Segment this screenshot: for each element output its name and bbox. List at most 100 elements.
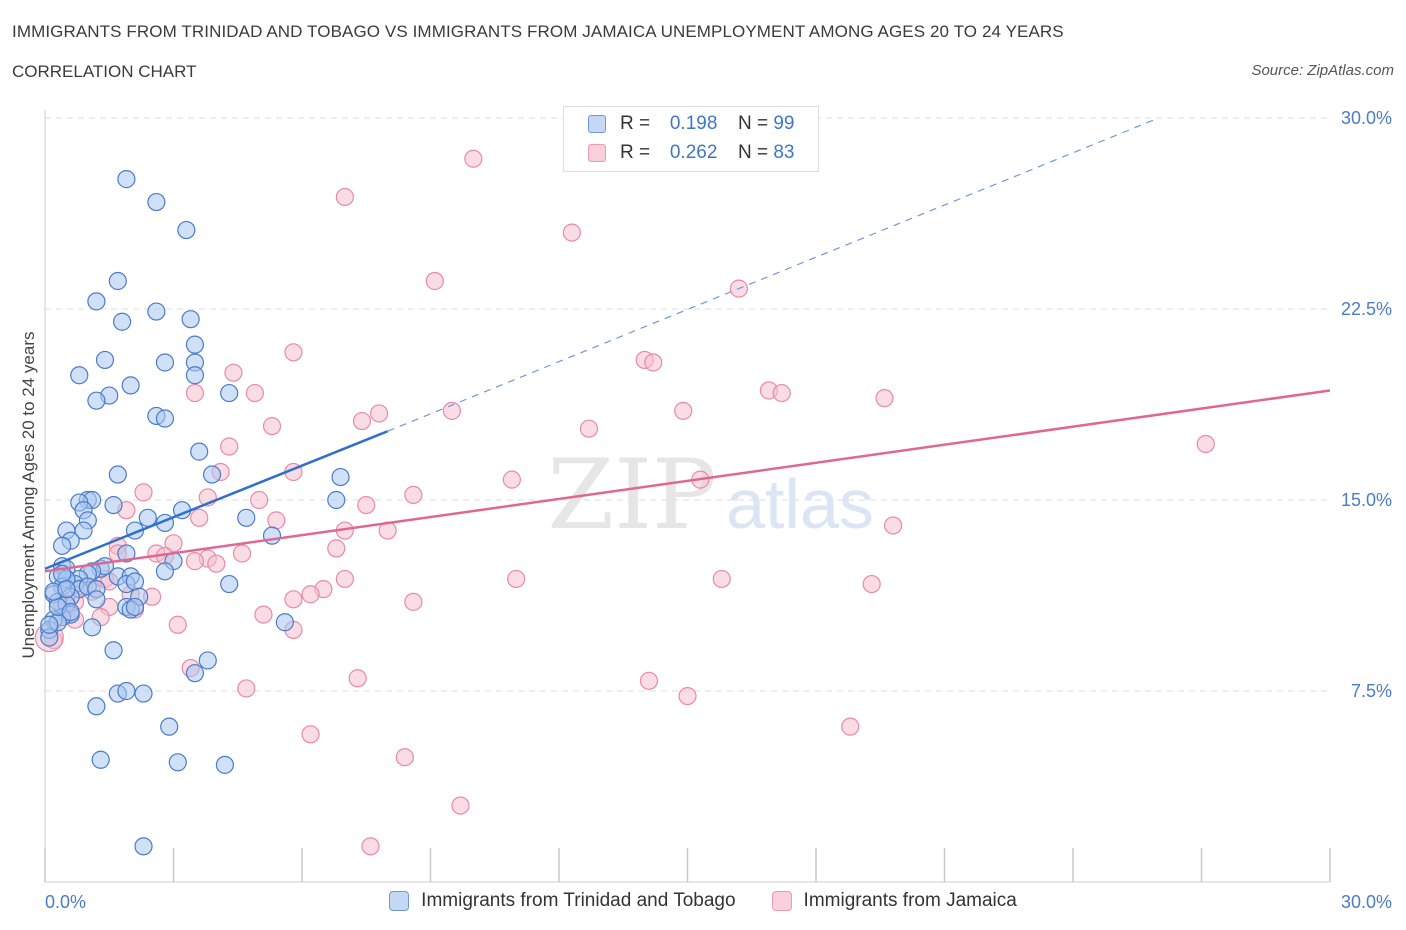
chart-title: IMMIGRANTS FROM TRINIDAD AND TOBAGO VS I… [12, 22, 1064, 41]
data-point-trinidad [155, 353, 175, 372]
data-point-jamaica [232, 544, 252, 563]
legend-n-label: N = [737, 142, 769, 163]
data-point-trinidad [155, 562, 175, 581]
data-point-jamaica [327, 539, 346, 558]
data-point-trinidad [185, 366, 205, 385]
data-point-jamaica [404, 485, 423, 505]
data-point-trinidad [70, 366, 89, 385]
data-point-jamaica [442, 401, 462, 420]
data-point-jamaica [507, 569, 526, 589]
legend-swatch-jamaica [588, 144, 606, 162]
data-point-trinidad [160, 717, 179, 736]
data-point-trinidad [53, 536, 72, 555]
data-point-jamaica [772, 383, 791, 403]
legend-n-label: N = [737, 113, 769, 134]
data-point-jamaica [678, 686, 697, 706]
y-tick-label: 30.0% [1341, 108, 1392, 128]
data-point-trinidad [190, 442, 209, 461]
data-point-jamaica [207, 554, 226, 573]
y-tick-labels: 7.5% 15.0% 22.5% 30.0% [1341, 108, 1392, 701]
data-point-jamaica [644, 353, 663, 372]
data-point-jamaica [284, 590, 303, 609]
data-point-jamaica [220, 437, 239, 456]
data-point-jamaica [841, 717, 860, 736]
data-point-trinidad [327, 490, 346, 510]
legend-r-value: 0.198 [669, 113, 718, 134]
legend-swatch-trinidad [389, 891, 410, 911]
data-point-jamaica [357, 495, 376, 515]
data-point-trinidad [91, 750, 110, 769]
data-point-trinidad [57, 580, 76, 599]
data-point-jamaica [875, 389, 894, 408]
source-label: Source: ZipAtlas.com [1251, 62, 1394, 79]
data-point-jamaica [185, 383, 205, 403]
data-point-jamaica [335, 187, 354, 207]
axes [44, 110, 1331, 883]
legend-swatch-trinidad [588, 115, 606, 133]
data-point-jamaica [404, 592, 423, 611]
data-point-trinidad [104, 495, 123, 515]
data-point-jamaica [335, 569, 354, 589]
data-point-trinidad [117, 681, 136, 701]
legend-row-jamaica: R = 0.262 N = 83 [588, 142, 794, 164]
x-tick-label: 0.0% [45, 892, 86, 912]
data-point-jamaica [883, 516, 903, 535]
data-point-jamaica [250, 490, 269, 510]
legend-row-trinidad: R = 0.198 N = 99 [588, 113, 794, 135]
data-point-trinidad [87, 391, 106, 410]
correlation-legend: R = 0.198 N = 99 R = 0.262 N = 83 [563, 106, 819, 172]
legend-n-value: 99 [773, 113, 795, 134]
x-tick-label: 30.0% [1341, 892, 1392, 912]
data-point-trinidad [262, 526, 282, 545]
data-point-jamaica [562, 223, 581, 242]
data-point-jamaica [464, 149, 483, 168]
data-point-trinidad [83, 618, 102, 637]
data-point-trinidad [95, 350, 115, 370]
data-point-trinidad [237, 508, 256, 527]
trend-line-trinidad [44, 430, 389, 570]
x-tick-labels: 0.0% 30.0% [45, 892, 1392, 912]
data-point-trinidad [185, 335, 205, 354]
legend-label-trinidad: Immigrants from Trinidad and Tobago [421, 890, 736, 911]
data-point-trinidad [331, 467, 350, 487]
watermark-zip: ZIP [547, 439, 716, 551]
data-point-jamaica [254, 605, 273, 624]
trend-lines [44, 117, 1331, 573]
watermark: ZIP atlas [547, 439, 874, 551]
legend-r-value: 0.262 [669, 142, 718, 163]
data-point-jamaica [639, 671, 659, 690]
data-point-trinidad [108, 271, 127, 291]
data-point-jamaica [712, 569, 731, 589]
data-point-jamaica [237, 679, 256, 698]
data-point-trinidad [134, 684, 153, 703]
data-point-trinidad [168, 753, 187, 772]
data-point-jamaica [168, 615, 187, 634]
legend-n-value: 83 [773, 142, 795, 163]
data-point-jamaica [301, 725, 320, 744]
data-point-jamaica [348, 669, 367, 688]
data-point-trinidad [74, 521, 93, 540]
legend-r-label: R = [620, 113, 651, 134]
y-tick-label: 15.0% [1341, 490, 1392, 510]
data-point-trinidad [40, 615, 59, 634]
legend-item-trinidad[interactable]: Immigrants from Trinidad and Tobago [389, 890, 736, 912]
data-point-trinidad [198, 651, 217, 670]
data-point-trinidad [147, 302, 166, 321]
legend-swatch-jamaica [771, 891, 792, 911]
data-point-trinidad [220, 383, 239, 403]
data-point-jamaica [579, 419, 599, 438]
data-point-jamaica [190, 508, 209, 527]
legend-item-jamaica[interactable]: Immigrants from Jamaica [771, 890, 1017, 912]
data-point-jamaica [134, 483, 153, 502]
watermark-atlas: atlas [726, 465, 874, 543]
data-point-trinidad [112, 312, 132, 331]
y-tick-label: 7.5% [1351, 681, 1392, 701]
data-point-trinidad [125, 597, 145, 617]
data-point-jamaica [185, 552, 205, 571]
trend-line-trinidad-extension [387, 117, 1159, 432]
data-point-jamaica [245, 383, 264, 403]
data-point-jamaica [425, 271, 444, 291]
data-point-trinidad [181, 310, 200, 329]
chart-subtitle: CORRELATION CHART [12, 62, 197, 81]
y-axis-label: Unemployment Among Ages 20 to 24 years [19, 332, 38, 659]
